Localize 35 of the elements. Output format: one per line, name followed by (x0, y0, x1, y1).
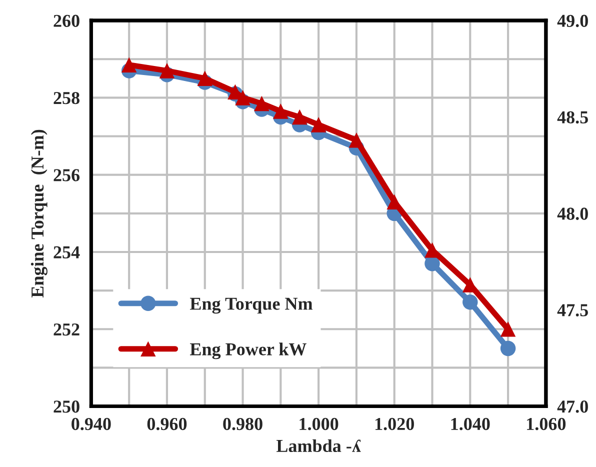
x-tick-label: 1.000 (300, 418, 338, 430)
point (197, 70, 213, 86)
x-axis-title: Lambda -ʎ (276, 439, 361, 452)
y2-tick-label: 47.5 (557, 304, 588, 316)
y-tick-label: 254 (54, 246, 80, 258)
y-axis-title: Engine Torque (N-m) (30, 130, 48, 298)
point (159, 63, 175, 78)
y-tick-label: 252 (54, 323, 80, 336)
point (348, 132, 364, 148)
point (310, 117, 326, 132)
point (273, 104, 288, 119)
y-tick-label: 256 (54, 169, 80, 182)
point (292, 109, 308, 125)
x-tick-label: 1.020 (375, 418, 414, 430)
x-tick-label: 1.060 (527, 418, 566, 430)
y2-tick-label: 48.5 (557, 111, 588, 124)
legend-label: Eng Torque Nm (190, 298, 313, 314)
point (500, 340, 516, 356)
point (462, 294, 478, 310)
point (235, 90, 250, 106)
point (424, 256, 440, 272)
y-tick-label: 258 (54, 92, 80, 104)
point (254, 96, 270, 112)
y2-tick-label: 47.0 (557, 400, 588, 413)
x-tick-label: 0.940 (72, 418, 111, 430)
y-tick-label: 260 (54, 14, 80, 27)
y2-tick-label: 49.0 (557, 14, 588, 28)
y2-tick-label: 48.0 (557, 208, 588, 220)
legend-label: Eng Power kW (190, 342, 306, 360)
point (121, 57, 137, 73)
x-tick-label: 0.960 (147, 418, 187, 430)
x-tick-label: 0.980 (223, 418, 262, 430)
y-tick-label: 250 (54, 400, 80, 413)
point (500, 322, 516, 337)
x-tick-label: 1.040 (451, 418, 490, 430)
